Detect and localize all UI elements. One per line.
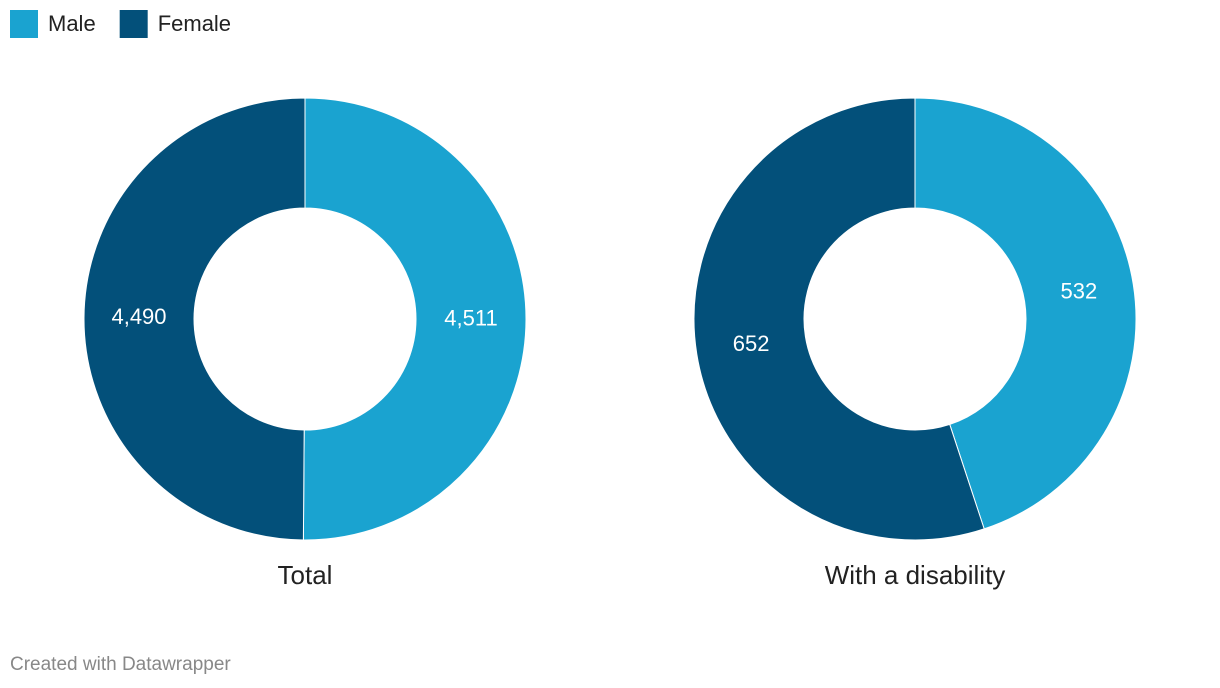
value-label: 652	[733, 331, 770, 356]
legend-label: Female	[158, 11, 231, 36]
donut-segment	[693, 97, 985, 541]
donut-segment	[83, 97, 306, 541]
credit: Created with Datawrapper	[10, 654, 231, 675]
donut-segment	[302, 97, 527, 541]
value-label: 4,511	[444, 305, 497, 330]
chart-title: With a disability	[825, 560, 1006, 590]
chart-title: Total	[278, 560, 333, 590]
legend-swatch	[10, 10, 38, 38]
donut-segment	[914, 97, 1137, 530]
value-label: 532	[1061, 278, 1098, 303]
legend-swatch	[119, 10, 148, 38]
value-label: 4,490	[111, 304, 166, 329]
legend-label: Male	[48, 11, 96, 36]
